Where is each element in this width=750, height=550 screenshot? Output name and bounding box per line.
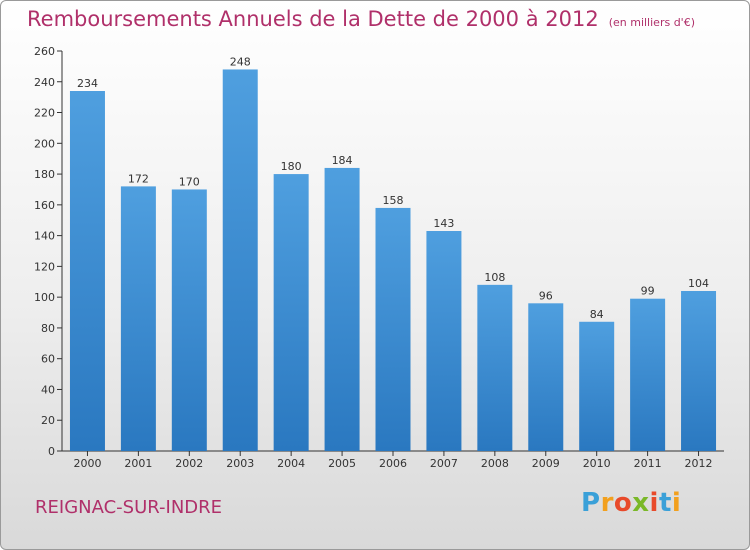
x-tick-label-2011: 2011 (634, 457, 662, 470)
y-tick-label: 160 (34, 199, 55, 212)
data-label-2007: 143 (433, 217, 454, 230)
data-label-2012: 104 (688, 277, 709, 290)
logo-letter: P (581, 488, 601, 518)
unit-label: (en milliers d'€) (608, 16, 695, 29)
y-tick-label: 200 (34, 137, 55, 150)
y-tick-label: 80 (41, 322, 55, 335)
data-label-2002: 170 (179, 175, 200, 188)
x-tick-label-2006: 2006 (379, 457, 407, 470)
bar-2011 (630, 298, 666, 451)
logo-letter: t (658, 488, 672, 518)
y-tick-label: 0 (48, 445, 55, 458)
x-tick-label-2007: 2007 (430, 457, 458, 470)
data-label-2008: 108 (484, 271, 505, 284)
bar-2006 (375, 207, 411, 451)
y-tick-label: 180 (34, 168, 55, 181)
logo-letter: r (600, 488, 614, 518)
bar-2008 (477, 284, 513, 451)
y-tick-label: 120 (34, 260, 55, 273)
y-tick-label: 260 (34, 45, 55, 58)
x-tick-label-2008: 2008 (481, 457, 509, 470)
y-tick-label: 100 (34, 291, 55, 304)
logo-letter: i (671, 488, 682, 518)
proxiti-logo: Proxiti (581, 488, 681, 518)
x-tick-label-2005: 2005 (328, 457, 356, 470)
x-tick-label-2000: 2000 (73, 457, 101, 470)
logo-letter: i (649, 488, 659, 518)
y-tick-label: 20 (41, 414, 55, 427)
data-label-2001: 172 (128, 172, 149, 185)
x-tick-label-2012: 2012 (685, 457, 713, 470)
data-label-2000: 234 (77, 77, 98, 90)
data-label-2009: 96 (539, 289, 553, 302)
data-label-2006: 158 (383, 194, 404, 207)
x-tick-label-2002: 2002 (175, 457, 203, 470)
bar-2002 (171, 189, 207, 451)
bar-2009 (528, 303, 564, 451)
x-tick-label-2001: 2001 (124, 457, 152, 470)
data-label-2005: 184 (332, 154, 353, 167)
bar-2005 (324, 167, 360, 451)
x-tick-label-2003: 2003 (226, 457, 254, 470)
x-tick-label-2009: 2009 (532, 457, 560, 470)
y-tick-label: 140 (34, 230, 55, 243)
commune-name: REIGNAC-SUR-INDRE (35, 497, 223, 518)
y-tick-label: 40 (41, 383, 55, 396)
data-label-2010: 84 (590, 308, 604, 321)
title-text: Remboursements Annuels de la Dette de 20… (27, 7, 599, 31)
x-tick-label-2010: 2010 (583, 457, 611, 470)
data-label-2004: 180 (281, 160, 302, 173)
x-tick-label-2004: 2004 (277, 457, 305, 470)
y-tick-label: 220 (34, 107, 55, 120)
bar-2010 (579, 321, 615, 451)
logo-letter: x (632, 488, 650, 518)
logo-letter: o (613, 488, 633, 518)
bar-2003 (222, 69, 258, 451)
bar-2001 (120, 186, 156, 451)
bar-2000 (69, 91, 105, 451)
y-tick-label: 240 (34, 76, 55, 89)
data-label-2003: 248 (230, 55, 251, 68)
bar-2012 (681, 291, 717, 451)
y-tick-label: 60 (41, 353, 55, 366)
chart-title: Remboursements Annuels de la Dette de 20… (27, 7, 695, 31)
data-label-2011: 99 (641, 285, 655, 298)
bar-2007 (426, 231, 462, 451)
bar-2004 (273, 174, 309, 452)
